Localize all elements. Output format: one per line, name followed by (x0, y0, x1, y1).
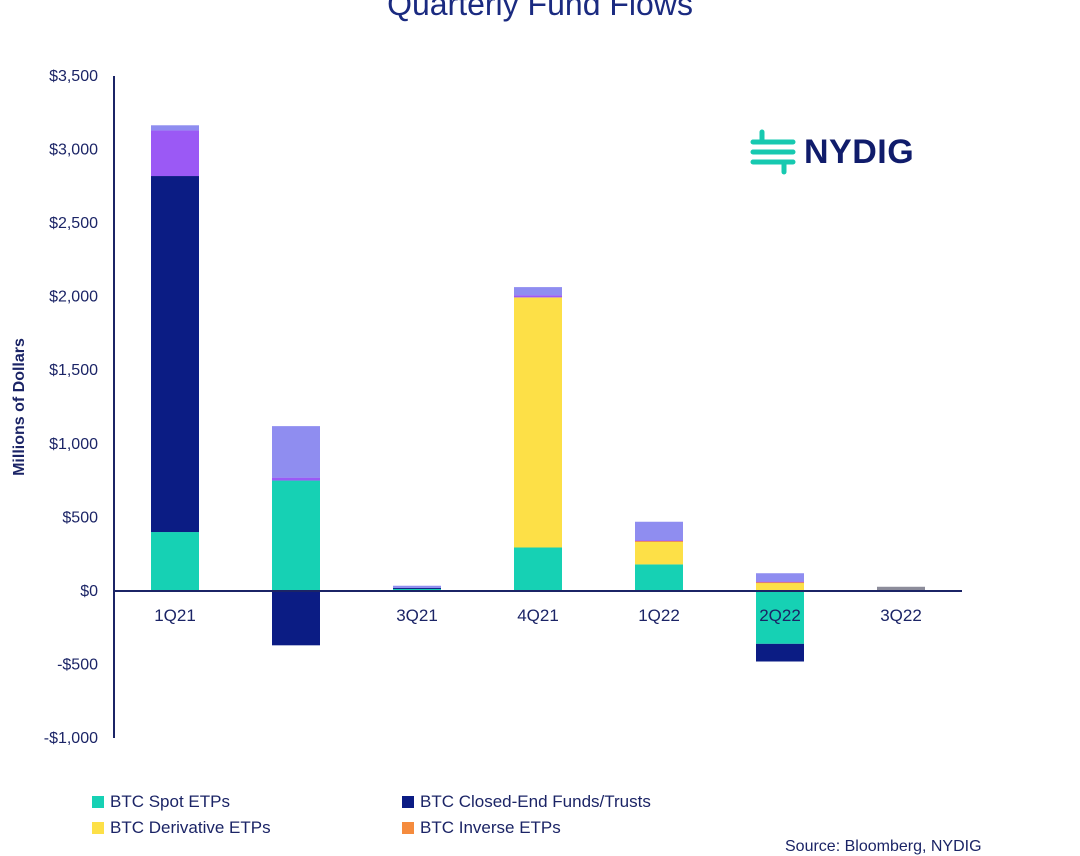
legend-swatch (92, 796, 104, 808)
bar-segment (514, 287, 562, 296)
legend-swatch (402, 822, 414, 834)
legend-label: BTC Inverse ETPs (420, 818, 561, 837)
nydig-logo: NYDIG (750, 128, 914, 176)
bar-segment (635, 564, 683, 591)
bar-segment (756, 582, 804, 584)
bar-segment (151, 176, 199, 533)
chart-legend: BTC Spot ETPs BTC Closed-End Funds/Trusts… (92, 792, 792, 852)
legend-swatch (92, 822, 104, 834)
y-axis-label: Millions of Dollars (11, 338, 28, 476)
bar-segment (393, 585, 441, 588)
bar-segment (514, 295, 562, 298)
chart-title: Quarterly Fund Flows (387, 0, 693, 22)
nydig-logo-text: NYDIG (804, 132, 915, 171)
bar-segment (635, 541, 683, 565)
legend-item: BTC Spot ETPs (92, 792, 230, 812)
bar-segment (756, 573, 804, 582)
x-tick-label: 3Q21 (396, 606, 438, 625)
y-axis-ticks: $3,500 $3,000 $2,500 $2,000 $1,500 $1,000 $500… (44, 68, 98, 747)
y-tick-label: $2,500 (49, 215, 98, 232)
legend-label: BTC Closed-End Funds/Trusts (420, 792, 651, 811)
x-tick-label: 4Q21 (517, 606, 559, 625)
legend-item: BTC Closed-End Funds/Trusts (402, 792, 651, 812)
bar-segment (151, 130, 199, 177)
bar-segment (151, 532, 199, 591)
bar-segment (756, 582, 804, 591)
bar-segment (151, 125, 199, 131)
bar-segment (635, 540, 683, 542)
bar-segment (272, 477, 320, 481)
bar-segment (756, 590, 804, 644)
bar-segment (272, 590, 320, 646)
legend-item: BTC Inverse ETPs (402, 818, 561, 838)
legend-item: BTC Derivative ETPs (92, 818, 271, 838)
legend-swatch (402, 796, 414, 808)
y-tick-label: -$1,000 (44, 730, 98, 747)
bar-segment (877, 586, 925, 591)
bar-segment (635, 540, 683, 542)
y-tick-label: -$500 (57, 656, 98, 673)
y-tick-label: $3,000 (49, 142, 98, 159)
bar-segment (514, 297, 562, 548)
bar-segment (635, 521, 683, 541)
y-tick-label: $2,000 (49, 289, 98, 306)
bar-segment (272, 480, 320, 591)
bar-segment (756, 643, 804, 662)
nydig-logo-mark-icon (750, 129, 796, 175)
legend-label: BTC Spot ETPs (110, 792, 230, 811)
y-tick-label: $0 (80, 583, 98, 600)
x-tick-label: 3Q22 (880, 606, 922, 625)
x-tick-label: 1Q21 (154, 606, 196, 625)
bar-segment (272, 426, 320, 478)
legend-label: BTC Derivative ETPs (110, 818, 271, 837)
y-tick-label: $500 (62, 509, 98, 526)
x-tick-label: 1Q22 (638, 606, 680, 625)
x-tick-label: 2Q22 (759, 606, 801, 625)
y-tick-label: $1,000 (49, 436, 98, 453)
bars (151, 125, 925, 662)
bar-segment (393, 588, 441, 591)
source-note: Source: Bloomberg, NYDIG (785, 838, 982, 855)
x-axis-ticks: 1Q21 3Q21 4Q21 1Q22 2Q22 3Q22 (154, 606, 922, 625)
bar-segment (514, 547, 562, 591)
y-tick-label: $3,500 (49, 68, 98, 85)
y-tick-label: $1,500 (49, 362, 98, 379)
bar-segment (756, 581, 804, 583)
bar-segment (393, 587, 441, 589)
